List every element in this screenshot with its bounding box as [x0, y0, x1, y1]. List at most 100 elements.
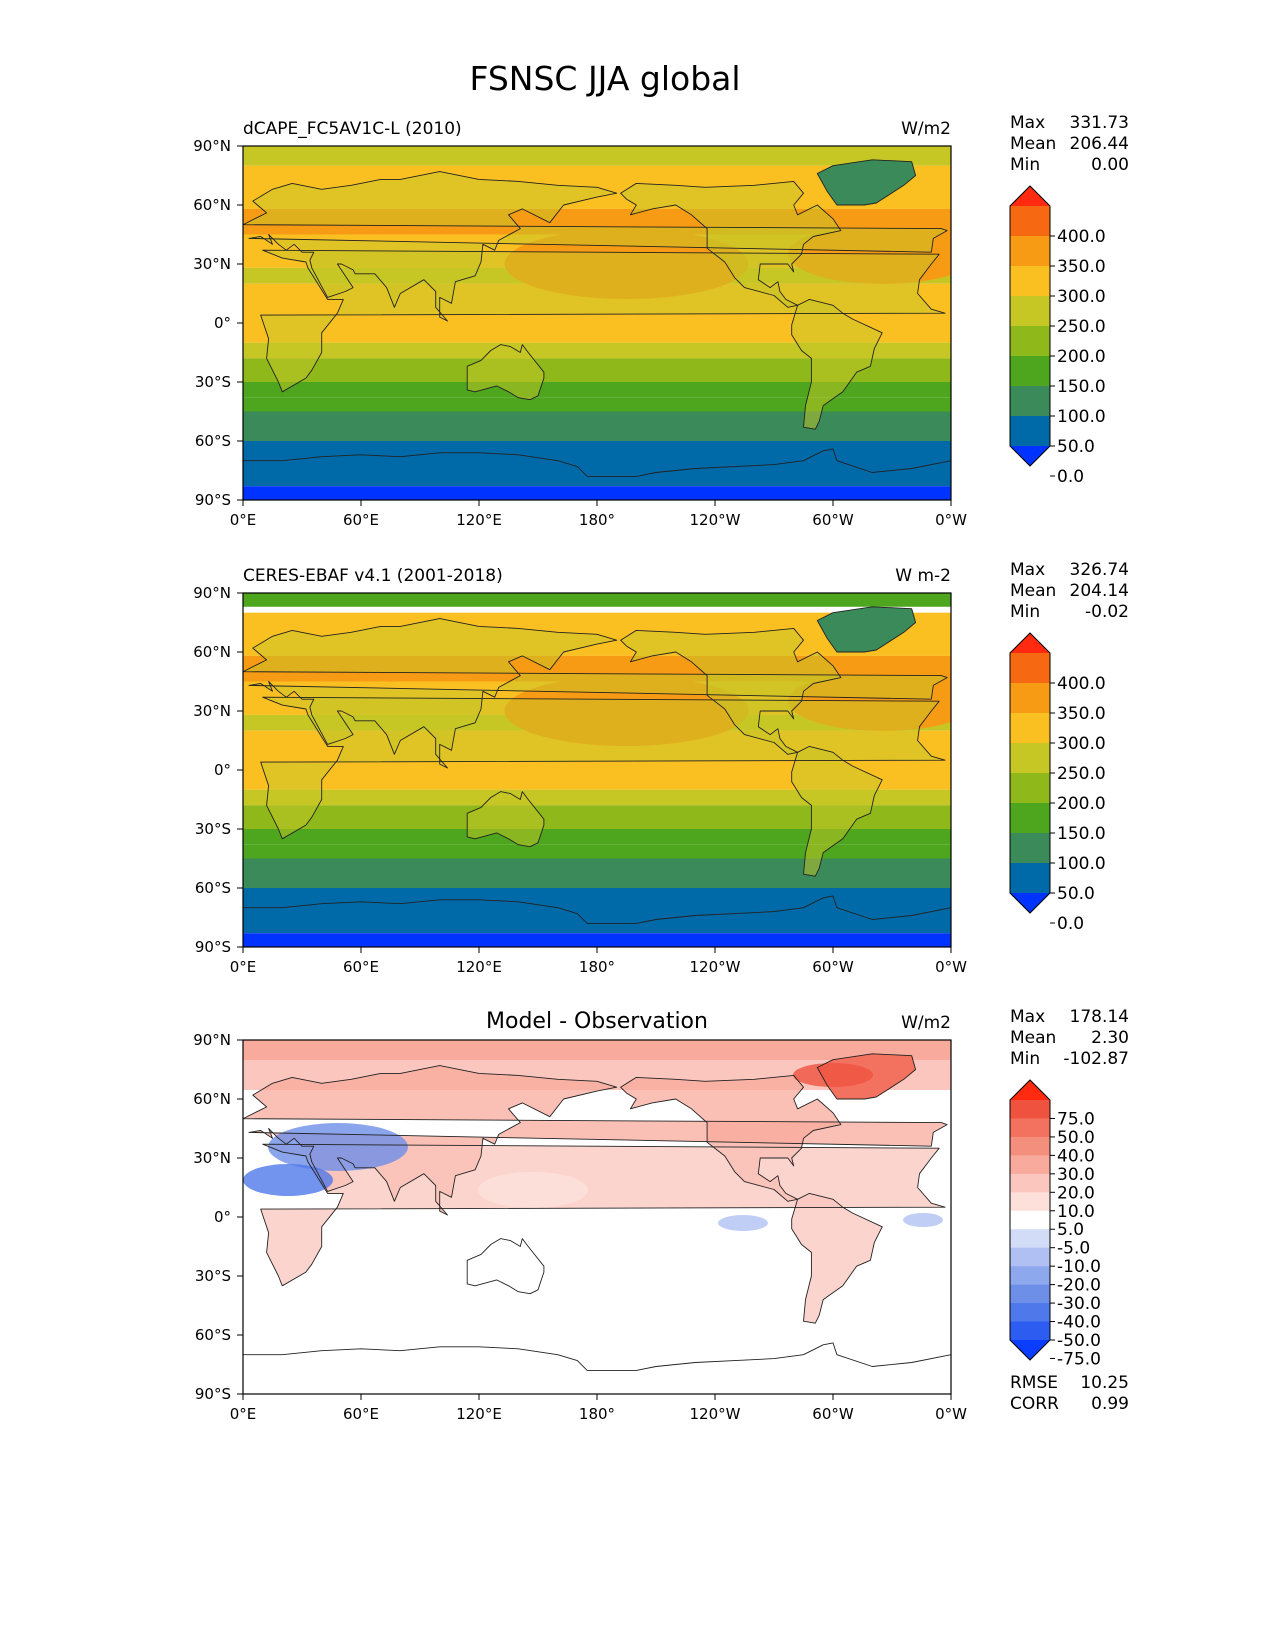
- colorbar-label: 75.0: [1057, 1109, 1095, 1129]
- stat-value: 206.44: [1070, 134, 1129, 154]
- field-band: [243, 382, 951, 398]
- colorbar-segment: [1010, 803, 1050, 834]
- colorbar-segment: [1010, 236, 1050, 267]
- lon-tick-label: 0°W: [935, 511, 967, 529]
- colorbar-segment: [1010, 266, 1050, 297]
- lat-tick-label: 30°S: [195, 373, 231, 391]
- stat-label: Mean: [1010, 581, 1056, 601]
- lon-tick-label: 60°E: [343, 511, 379, 529]
- colorbar-label: 350.0: [1057, 704, 1106, 724]
- coastline-greenland: [816, 1053, 917, 1100]
- lat-tick-label: 90°S: [195, 491, 231, 509]
- land-diff: [791, 1193, 883, 1324]
- colorbar-segment: [1010, 833, 1050, 864]
- stats-block: Max 178.14 Mean 2.30 Min -102.87: [1010, 1007, 1129, 1069]
- negative-region: [243, 1164, 333, 1196]
- lat-tick-label: 90°N: [193, 1031, 231, 1049]
- colorbar-segment: [1010, 206, 1050, 237]
- coastline-africa: [260, 249, 946, 393]
- coastline-namerica: [620, 627, 842, 755]
- lat-tick-label: 90°S: [195, 938, 231, 956]
- colorbar-label: 100.0: [1057, 407, 1106, 427]
- lat-tick-label: 0°: [214, 314, 231, 332]
- colorbar-segment: [1010, 416, 1050, 447]
- lon-tick-label: 0°E: [230, 958, 257, 976]
- colorbar-segment: [1010, 386, 1050, 417]
- land-shading: [620, 181, 841, 308]
- map-field: [243, 1040, 951, 1394]
- lat-tick-label: 30°S: [195, 1267, 231, 1285]
- colorbar-segment: [1010, 356, 1050, 387]
- lon-tick-label: 60°W: [812, 958, 854, 976]
- colorbar-segment: [1010, 1192, 1050, 1212]
- lon-tick-label: 60°E: [343, 1405, 379, 1423]
- field-band: [243, 358, 951, 382]
- land-shading: [467, 791, 544, 847]
- panel-units: W/m2: [901, 119, 951, 139]
- lon-tick-label: 60°W: [812, 511, 854, 529]
- coastline-greenland: [816, 159, 917, 206]
- field-band: [243, 844, 951, 859]
- coastline-antarctica: [243, 895, 951, 924]
- panel-title: Model - Observation: [486, 1009, 708, 1034]
- field-band: [243, 342, 951, 359]
- colorbar-label: 40.0: [1057, 1146, 1095, 1166]
- lat-tick-label: 90°N: [193, 137, 231, 155]
- field-band: [243, 789, 951, 806]
- stats-block: Max 331.73 Mean 206.44 Min 0.00: [1010, 113, 1129, 175]
- coastline-namerica: [620, 180, 842, 308]
- colorbar-extend-min: [1010, 1340, 1050, 1360]
- colorbar-label: 30.0: [1057, 1165, 1095, 1185]
- lat-tick-label: 60°N: [193, 1090, 231, 1108]
- stat-value: 204.14: [1070, 581, 1129, 601]
- lat-tick-label: 0°: [214, 1208, 231, 1226]
- colorbar-segment: [1010, 1136, 1050, 1156]
- colorbar-segment: [1010, 653, 1050, 684]
- map-panel-1: 90°N 60°N 30°N 0° 30°S 60°S 90°S 0°E 60°E 120°E 18…: [193, 119, 967, 529]
- lat-tick-label: 60°S: [195, 1326, 231, 1344]
- colorbar-segment: [1010, 326, 1050, 357]
- coastline-eurasia: [243, 618, 948, 769]
- colorbar-label: 150.0: [1057, 824, 1106, 844]
- field-band: [243, 933, 951, 947]
- negative-region: [903, 1213, 943, 1227]
- coastline-eurasia: [243, 171, 948, 322]
- panel-title: dCAPE_FC5AV1C-L (2010): [243, 119, 462, 139]
- colorbar-label: 50.0: [1057, 884, 1095, 904]
- coastline-samerica: [791, 1192, 883, 1324]
- coastline-australia: [466, 1238, 545, 1295]
- footer-stat-label: RMSE: [1010, 1373, 1058, 1393]
- colorbar-segment: [1010, 296, 1050, 327]
- stat-label: Min: [1010, 1049, 1040, 1069]
- colorbar: 400.0 350.0 300.0 250.0 200.0 150.0 100.0 50.0 0…: [1009, 185, 1106, 487]
- colorbar-extend-min: [1010, 446, 1050, 466]
- stats-block: Max 326.74 Mean 204.14 Min -0.02: [1010, 560, 1129, 622]
- lon-tick-label: 120°E: [456, 958, 502, 976]
- colorbar-label: 250.0: [1057, 764, 1106, 784]
- field-band: [243, 397, 951, 412]
- stat-label: Mean: [1010, 1028, 1056, 1048]
- colorbar-segment: [1010, 1100, 1050, 1119]
- greenland-field: [817, 606, 916, 652]
- colorbar-segment: [1010, 1284, 1050, 1304]
- lon-tick-label: 180°: [579, 1405, 615, 1423]
- lon-tick-label: 180°: [579, 511, 615, 529]
- colorbar-label: -30.0: [1057, 1294, 1101, 1314]
- lat-tick-label: 60°S: [195, 879, 231, 897]
- land-diff: [620, 1075, 841, 1202]
- stat-label: Min: [1010, 155, 1040, 175]
- colorbar-label: 400.0: [1057, 227, 1106, 247]
- colorbar-label: -40.0: [1057, 1313, 1101, 1333]
- map-panel-2: 90°N 60°N 30°N 0° 30°S 60°S 90°S 0°E 60°E 120°E 18…: [193, 566, 967, 976]
- stat-label: Max: [1010, 113, 1045, 133]
- coastline-samerica: [791, 298, 883, 430]
- lat-tick-label: 0°: [214, 761, 231, 779]
- coastline-africa: [260, 1143, 946, 1287]
- coastline-australia: [466, 344, 545, 401]
- colorbar-segment: [1010, 1118, 1050, 1138]
- land-shading: [467, 344, 544, 400]
- colorbar-extend-max: [1010, 1080, 1050, 1100]
- lon-tick-label: 0°E: [230, 1405, 257, 1423]
- land-shading: [791, 299, 883, 430]
